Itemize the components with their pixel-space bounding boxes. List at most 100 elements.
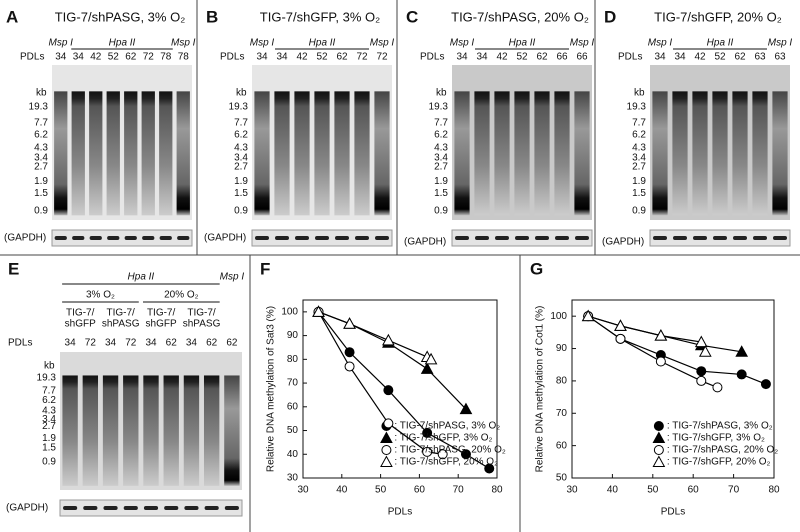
- condition-label: 20% O₂: [164, 290, 199, 301]
- enzyme-label: Msp I: [171, 38, 196, 49]
- size-marker: 0.9: [234, 205, 248, 216]
- gel-lane: [224, 375, 240, 486]
- size-marker: 1.9: [34, 176, 48, 187]
- y-tick-label: 100: [550, 311, 567, 322]
- panel-label: B: [206, 7, 218, 26]
- y-tick-label: 80: [287, 354, 299, 365]
- pdl-label: PDLs: [618, 52, 642, 63]
- size-marker: 7.7: [434, 118, 448, 129]
- size-unit: kb: [236, 88, 247, 99]
- gel-lane: [123, 375, 139, 486]
- legend-label: : TIG-7/shPASG, 3% O₂: [667, 421, 773, 432]
- pdl-value: 42: [296, 52, 308, 63]
- size-marker: 7.7: [42, 386, 56, 397]
- size-marker: 6.2: [434, 129, 448, 140]
- x-tick-label: 70: [728, 485, 740, 496]
- series-line: [587, 315, 742, 353]
- loading-band: [375, 236, 389, 240]
- loading-band: [753, 236, 767, 240]
- data-point: [581, 309, 595, 322]
- pdl-value: 72: [143, 52, 155, 63]
- size-marker: 1.9: [434, 176, 448, 187]
- panel-label: D: [604, 7, 616, 26]
- loading-band: [204, 506, 219, 510]
- x-tick-label: 80: [491, 485, 503, 496]
- enzyme-label: Msp I: [570, 38, 595, 49]
- gel-lane: [334, 91, 350, 216]
- enzyme-label: Hpa II: [109, 38, 136, 49]
- legend-marker: [380, 455, 393, 467]
- pdl-value: 72: [125, 338, 137, 349]
- panel-title: TIG-7/shPASG, 3% O₂: [55, 9, 186, 24]
- data-point: [736, 369, 747, 380]
- size-marker: 0.9: [632, 205, 646, 216]
- data-point: [437, 449, 448, 460]
- data-point: [696, 375, 707, 386]
- pdl-value: 34: [276, 52, 288, 63]
- size-marker: 4.3: [34, 143, 48, 154]
- gel-lane: [163, 375, 179, 486]
- pdl-value: 52: [516, 52, 528, 63]
- gel-lane: [534, 91, 550, 216]
- loading-band: [315, 236, 329, 240]
- pdl-value: 62: [206, 338, 218, 349]
- loading-label: (GAPDH): [602, 237, 644, 248]
- gel-lane: [772, 91, 788, 216]
- gel-lane: [124, 91, 138, 216]
- pdl-value: 34: [186, 338, 198, 349]
- size-marker: 4.3: [42, 406, 56, 417]
- enzyme-label: Msp I: [220, 272, 245, 283]
- x-tick-label: 80: [768, 485, 780, 496]
- loading-band: [673, 236, 687, 240]
- pdl-value: 78: [160, 52, 172, 63]
- x-tick-label: 60: [414, 485, 426, 496]
- loading-band: [224, 506, 239, 510]
- size-marker: 2.7: [234, 162, 248, 173]
- y-axis-label: Relative DNA methylation of Sat3 (%): [266, 306, 277, 472]
- legend-marker: [652, 431, 666, 443]
- y-tick-label: 40: [287, 449, 299, 460]
- y-tick-label: 80: [556, 376, 568, 387]
- size-marker: 1.5: [234, 188, 248, 199]
- pdl-value: 72: [356, 52, 368, 63]
- size-marker: 19.3: [37, 373, 57, 384]
- gel-lane: [143, 375, 159, 486]
- loading-band: [495, 236, 509, 240]
- data-point: [460, 449, 471, 460]
- gel-lane: [254, 91, 270, 216]
- group-label: TIG-7/: [147, 308, 176, 319]
- loading-band: [143, 506, 159, 510]
- gel-lane: [752, 91, 768, 216]
- gel-lane: [554, 91, 570, 216]
- data-point: [344, 347, 355, 358]
- pdl-value: 62: [226, 338, 238, 349]
- pdl-value: 34: [674, 52, 686, 63]
- gel-lane: [712, 91, 728, 216]
- pdl-value: 34: [145, 338, 157, 349]
- gel-lane: [54, 91, 68, 216]
- data-point: [655, 356, 666, 367]
- size-marker: 1.5: [632, 188, 646, 199]
- plot-frame: [571, 299, 775, 479]
- y-axis-label: Relative DNA methylation of Cot1 (%): [535, 306, 546, 473]
- x-tick-label: 60: [688, 485, 700, 496]
- pdl-value: 63: [754, 52, 766, 63]
- legend-label: : TIG-7/shGFP, 20% O₂: [394, 457, 498, 468]
- y-tick-label: 60: [287, 401, 299, 412]
- gel-lane: [374, 91, 390, 216]
- gel-lane: [314, 91, 330, 216]
- size-marker: 1.5: [434, 188, 448, 199]
- y-tick-label: 90: [556, 343, 568, 354]
- pdl-value: 42: [496, 52, 508, 63]
- enzyme-label: Msp I: [250, 38, 275, 49]
- group-label: shPASG: [183, 319, 221, 330]
- data-point: [614, 319, 627, 331]
- data-point: [422, 427, 433, 438]
- size-marker: 1.9: [234, 176, 248, 187]
- pdl-value: 78: [178, 52, 190, 63]
- loading-band: [72, 236, 85, 240]
- loading-band: [255, 236, 269, 240]
- gel-lane: [294, 91, 310, 216]
- data-point: [383, 418, 394, 429]
- pdl-value: 66: [576, 52, 588, 63]
